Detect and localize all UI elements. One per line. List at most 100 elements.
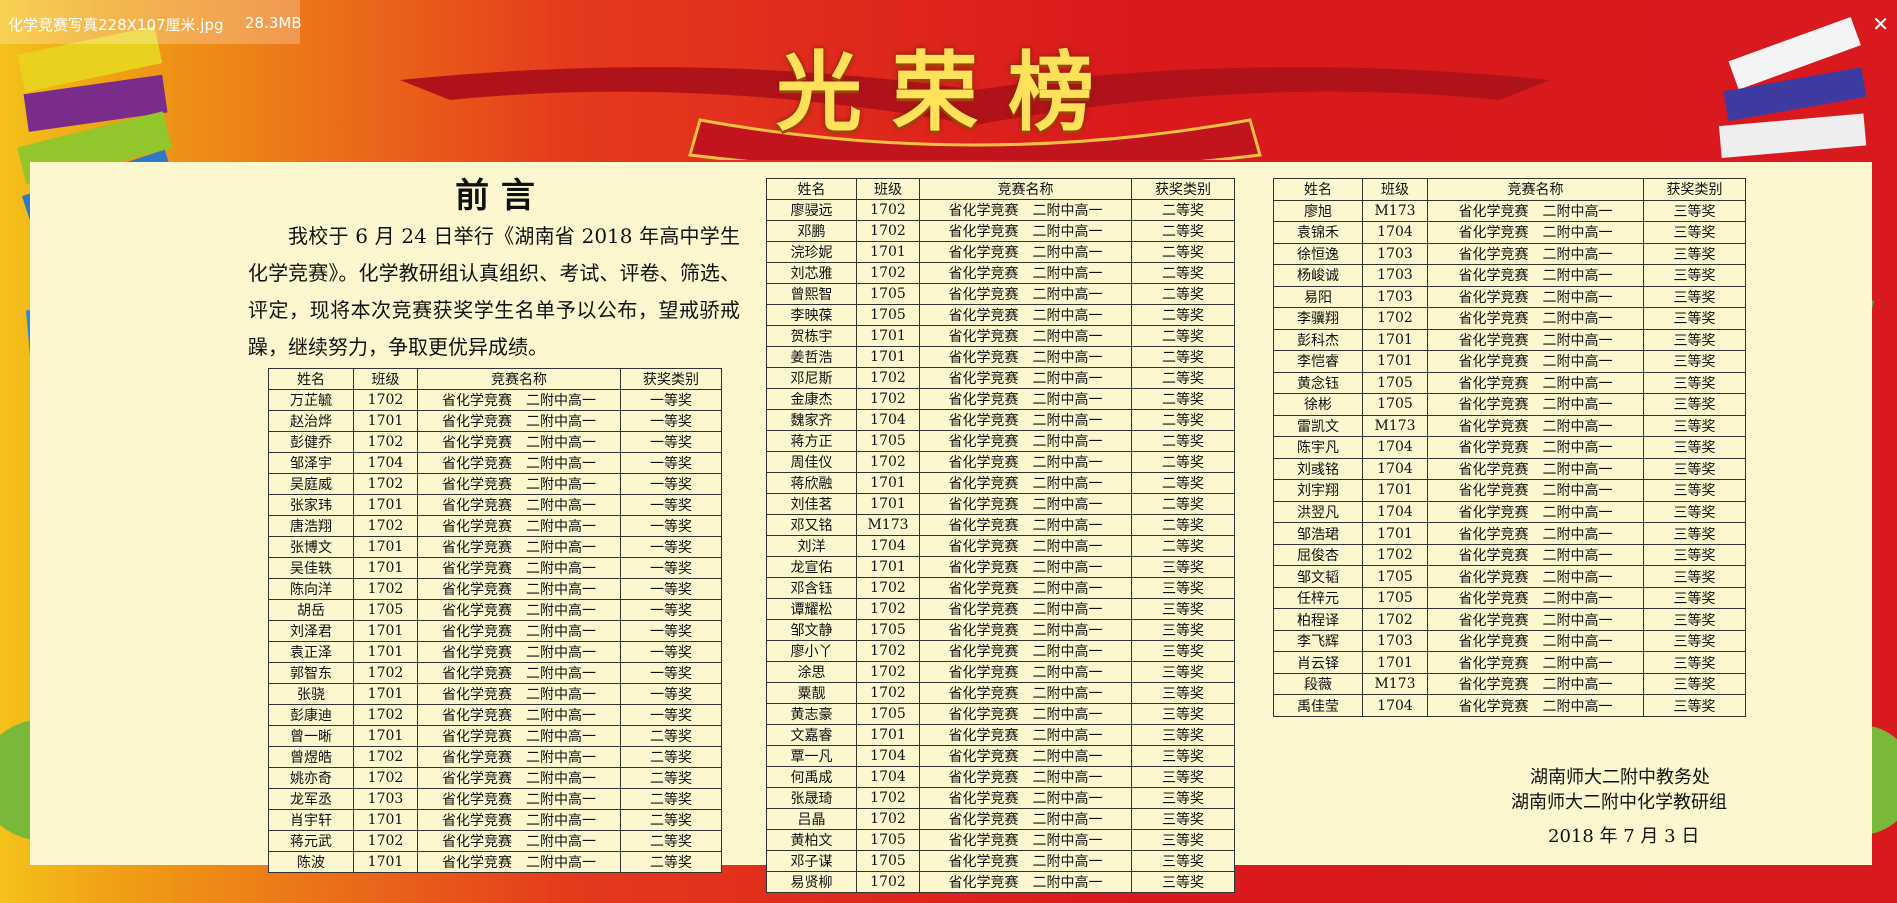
table-row: 吴佳轶 1701 省化学竞赛 二附中高一 一等奖 [268,557,722,579]
table-cell: 何禹成 [766,766,857,788]
table-row: 曾煜皓 1702 省化学竞赛 二附中高一 二等奖 [268,746,722,768]
table-cell: 1701 [856,472,920,494]
table-cell: 省化学竞赛 二附中高一 [417,662,621,684]
table-cell: 1702 [353,515,418,537]
table-row: 张家玮 1701 省化学竞赛 二附中高一 一等奖 [268,494,722,516]
table-cell: 省化学竞赛 二附中高一 [1427,307,1644,330]
header-row: 姓名 班级 竞赛名称 获奖类别 [268,368,722,390]
table-cell: 省化学竞赛 二附中高一 [1427,586,1644,610]
header-cell: 班级 [353,368,418,390]
table-row: 张骁 1701 省化学竞赛 二附中高一 一等奖 [268,683,722,705]
table-cell: 金康杰 [766,388,857,410]
table-cell: 三等奖 [1643,199,1746,223]
table-cell: 易阳 [1273,285,1363,309]
table-row: 杨峻诚 1703 省化学竞赛 二附中高一 三等奖 [1273,264,1746,287]
table-cell: 省化学竞赛 二附中高一 [1427,543,1644,567]
table-cell: 一等奖 [620,410,722,432]
table-cell: 粟靓 [766,682,857,704]
table-cell: 省化学竞赛 二附中高一 [919,598,1132,620]
table-cell: 1701 [353,683,418,705]
table-cell: 二等奖 [1131,514,1235,536]
table-cell: 禹佳莹 [1273,694,1363,717]
table-cell: 省化学竞赛 二附中高一 [417,704,621,726]
header-cell: 姓名 [268,368,354,390]
table-cell: 1704 [1362,436,1428,459]
table-cell: 1705 [1362,565,1428,588]
table-cell: 省化学竞赛 二附中高一 [1427,350,1644,373]
table-cell: 柏程译 [1273,608,1363,631]
table-cell: 吴庭威 [268,473,354,495]
table-cell: 省化学竞赛 二附中高一 [919,241,1132,263]
award-table: 姓名 班级 竞赛名称 获奖类别 万芷毓 1702 省化学竞赛 二附中高一 一等奖 赵治烨 1701… [268,368,722,873]
table-cell: 省化学竞赛 二附中高一 [919,871,1132,893]
table-cell: 省化学竞赛 二附中高一 [1427,672,1644,696]
table-cell: 1701 [353,536,418,558]
table-cell: 三等奖 [1131,577,1235,599]
table-cell: 1705 [1362,371,1428,395]
table-cell: 省化学竞赛 二附中高一 [919,619,1132,641]
table-row: 易贤柳 1702 省化学竞赛 二附中高一 三等奖 [766,871,1235,893]
table-cell: 文嘉睿 [766,724,857,746]
table-cell: 龙军丞 [268,788,354,810]
table-cell: 1702 [856,598,920,620]
table-cell: 曾一晰 [268,725,354,747]
table-cell: 二等奖 [1131,325,1235,347]
table-cell: 一等奖 [620,683,722,705]
table-cell: 省化学竞赛 二附中高一 [919,514,1132,536]
table-cell: 1705 [353,599,418,621]
table-row: 粟靓 1702 省化学竞赛 二附中高一 三等奖 [766,682,1235,704]
table-row: 柏程译 1702 省化学竞赛 二附中高一 三等奖 [1273,608,1746,631]
table-cell: 1705 [1362,586,1428,610]
table-cell: 1702 [353,473,418,495]
table-cell: 三等奖 [1643,393,1746,416]
table-row: 李飞辉 1703 省化学竞赛 二附中高一 三等奖 [1273,629,1746,653]
table-cell: 二等奖 [620,830,722,852]
table-cell: 一等奖 [620,515,722,537]
table-cell: 1702 [353,578,418,600]
table-cell: 1705 [856,829,920,851]
table-row: 邹浩珺 1701 省化学竞赛 二附中高一 三等奖 [1273,522,1746,545]
table-cell: 省化学竞赛 二附中高一 [1427,500,1644,524]
table-row: 洪翌凡 1704 省化学竞赛 二附中高一 三等奖 [1273,500,1746,524]
table-cell: 1701 [856,724,920,746]
table-cell: 李映葆 [766,304,857,326]
table-cell: 三等奖 [1643,350,1746,373]
table-row: 段薇 M173 省化学竞赛 二附中高一 三等奖 [1273,672,1746,696]
table-row: 邓子谋 1705 省化学竞赛 二附中高一 三等奖 [766,850,1235,872]
table-cell: 杨峻诚 [1273,264,1363,287]
table-cell: 洪翌凡 [1273,500,1363,524]
table-cell: 1702 [856,787,920,809]
table-cell: 浣珍妮 [766,241,857,263]
table-cell: 省化学竞赛 二附中高一 [919,577,1132,599]
table-row: 贺栋宇 1701 省化学竞赛 二附中高一 二等奖 [766,325,1235,347]
table-row: 李恺睿 1701 省化学竞赛 二附中高一 三等奖 [1273,350,1746,373]
table-cell: 1702 [856,367,920,389]
table-row: 彭康迪 1702 省化学竞赛 二附中高一 一等奖 [268,704,722,726]
close-button[interactable]: ✕ [1872,12,1889,36]
table-row: 何禹成 1704 省化学竞赛 二附中高一 三等奖 [766,766,1235,788]
table-row: 黄志豪 1705 省化学竞赛 二附中高一 三等奖 [766,703,1235,725]
table-cell: 陈向洋 [268,578,354,600]
table-cell: 1701 [353,641,418,663]
table-cell: 1701 [856,346,920,368]
table-row: 肖宇轩 1701 省化学竞赛 二附中高一 二等奖 [268,809,722,831]
table-cell: 张骁 [268,683,354,705]
table-cell: 1702 [353,746,418,768]
table-cell: 省化学竞赛 二附中高一 [417,641,621,663]
table-cell: 1705 [856,703,920,725]
table-cell: 三等奖 [1643,371,1746,395]
table-row: 陈波 1701 省化学竞赛 二附中高一 二等奖 [268,851,722,873]
table-cell: 省化学竞赛 二附中高一 [919,472,1132,494]
table-cell: 省化学竞赛 二附中高一 [417,389,621,411]
table-cell: 二等奖 [1131,367,1235,389]
table-cell: 彭科杰 [1273,328,1363,352]
table-cell: 二等奖 [1131,346,1235,368]
poster-title: 光荣榜 [776,43,1124,143]
table-cell: 二等奖 [1131,262,1235,284]
table-row: 吕晶 1702 省化学竞赛 二附中高一 三等奖 [766,808,1235,830]
table-row: 浣珍妮 1701 省化学竞赛 二附中高一 二等奖 [766,241,1235,263]
table-cell: 二等奖 [1131,199,1235,221]
table-cell: 1701 [1362,328,1428,352]
